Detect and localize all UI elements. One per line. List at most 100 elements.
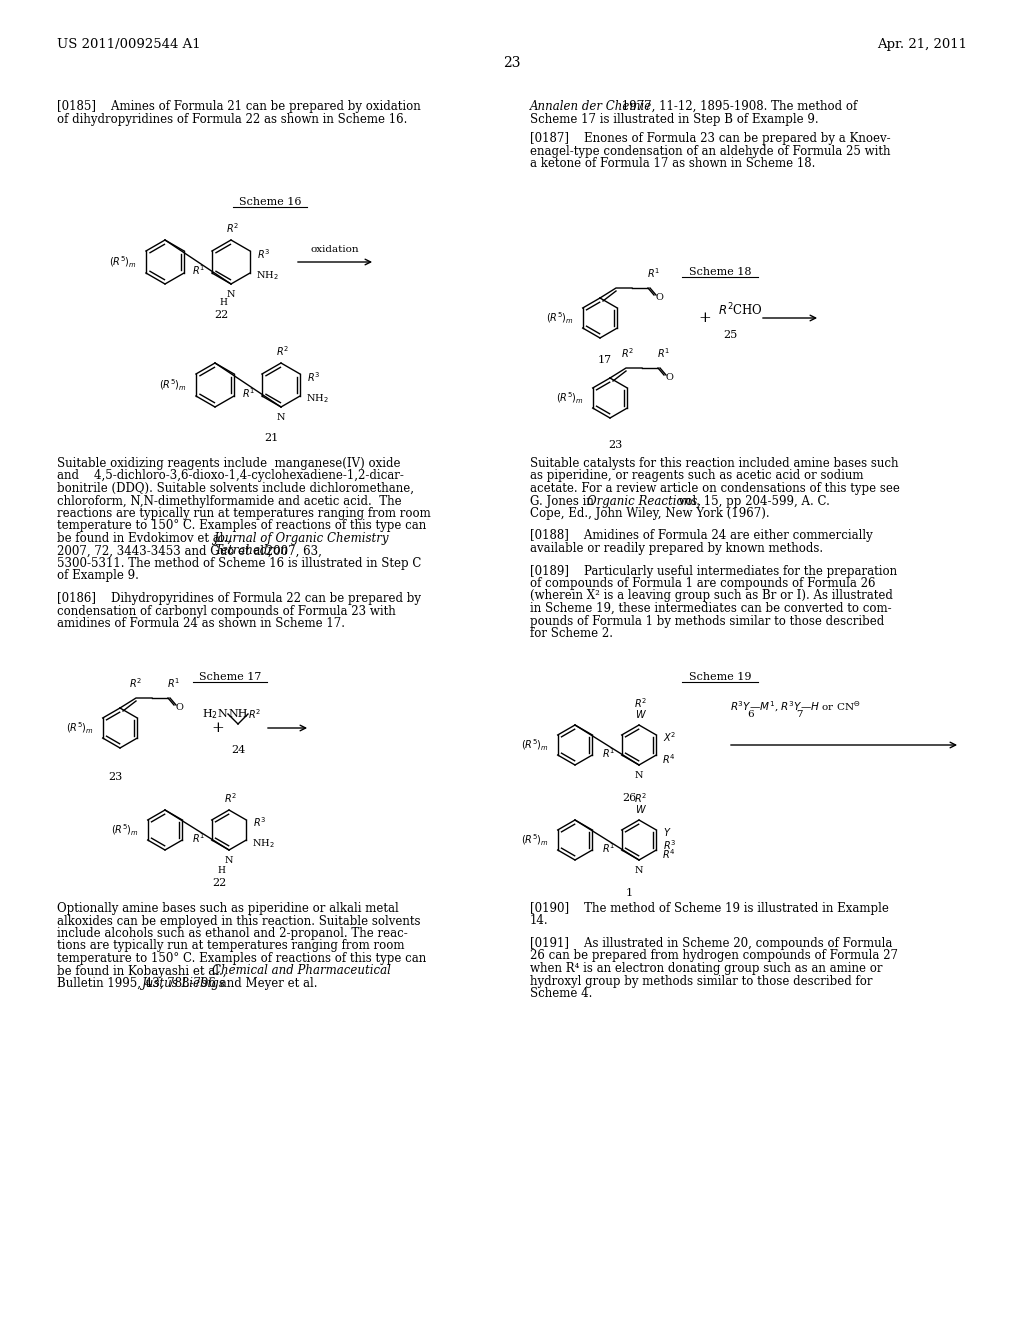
Text: Chemical and Pharmaceutical: Chemical and Pharmaceutical	[212, 965, 391, 978]
Text: (wherein X² is a leaving group such as Br or I). As illustrated: (wherein X² is a leaving group such as B…	[530, 590, 893, 602]
Text: Journal of Organic Chemistry: Journal of Organic Chemistry	[214, 532, 389, 545]
Text: Tetrahedron: Tetrahedron	[214, 544, 288, 557]
Text: $(R^5)_m$: $(R^5)_m$	[66, 721, 94, 735]
Text: $R^3$: $R^3$	[663, 838, 676, 851]
Text: $R^2$CHO: $R^2$CHO	[718, 302, 763, 318]
Text: O: O	[656, 293, 664, 301]
Text: NH$_2$: NH$_2$	[306, 392, 329, 405]
Text: 23: 23	[608, 440, 623, 450]
Text: enagel-type condensation of an aldehyde of Formula 25 with: enagel-type condensation of an aldehyde …	[530, 144, 891, 157]
Text: [0191]    As illustrated in Scheme 20, compounds of Formula: [0191] As illustrated in Scheme 20, comp…	[530, 937, 892, 950]
Text: $R^2$: $R^2$	[248, 708, 261, 721]
Text: amidines of Formula 24 as shown in Scheme 17.: amidines of Formula 24 as shown in Schem…	[57, 616, 345, 630]
Text: NH$_2$: NH$_2$	[256, 269, 279, 282]
Text: $(R^5)_m$: $(R^5)_m$	[546, 310, 574, 326]
Text: $(R^5)_m$: $(R^5)_m$	[159, 378, 187, 393]
Text: $(R^5)_m$: $(R^5)_m$	[556, 391, 584, 405]
Text: $R^3$: $R^3$	[307, 370, 321, 384]
Text: H: H	[219, 298, 227, 308]
Text: $R^1$: $R^1$	[602, 746, 615, 760]
Text: 22: 22	[212, 878, 226, 888]
Text: $(R^5)_m$: $(R^5)_m$	[521, 833, 549, 847]
Text: [0189]    Particularly useful intermediates for the preparation: [0189] Particularly useful intermediates…	[530, 565, 897, 578]
Text: reactions are typically run at temperatures ranging from room: reactions are typically run at temperatu…	[57, 507, 431, 520]
Text: NH: NH	[228, 709, 248, 719]
Text: 24: 24	[230, 744, 245, 755]
Text: [0188]    Amidines of Formula 24 are either commercially: [0188] Amidines of Formula 24 are either…	[530, 529, 872, 543]
Text: [0187]    Enones of Formula 23 can be prepared by a Knoev-: [0187] Enones of Formula 23 can be prepa…	[530, 132, 891, 145]
Text: $(R^5)_m$: $(R^5)_m$	[521, 738, 549, 752]
Text: 26: 26	[622, 793, 636, 803]
Text: Scheme 4.: Scheme 4.	[530, 987, 592, 1001]
Text: 5300-5311. The method of Scheme 16 is illustrated in Step C: 5300-5311. The method of Scheme 16 is il…	[57, 557, 421, 570]
Text: Justus Liebigs: Justus Liebigs	[142, 977, 225, 990]
Text: hydroxyl group by methods similar to those described for: hydroxyl group by methods similar to tho…	[530, 974, 872, 987]
Text: available or readily prepared by known methods.: available or readily prepared by known m…	[530, 543, 823, 554]
Text: NH$_2$: NH$_2$	[252, 838, 274, 850]
Text: Bulletin 1995, 43, 788-796 and Meyer et al.: Bulletin 1995, 43, 788-796 and Meyer et …	[57, 977, 322, 990]
Text: Suitable oxidizing reagents include  manganese(IV) oxide: Suitable oxidizing reagents include mang…	[57, 457, 400, 470]
Text: temperature to 150° C. Examples of reactions of this type can: temperature to 150° C. Examples of react…	[57, 952, 426, 965]
Text: 6             7: 6 7	[748, 710, 804, 719]
Text: $R^1$: $R^1$	[191, 263, 205, 277]
Text: [0186]    Dihydropyridines of Formula 22 can be prepared by: [0186] Dihydropyridines of Formula 22 ca…	[57, 591, 421, 605]
Text: 23: 23	[108, 772, 122, 781]
Text: tions are typically run at temperatures ranging from room: tions are typically run at temperatures …	[57, 940, 404, 953]
Text: $W$: $W$	[635, 803, 647, 814]
Text: N: N	[226, 290, 236, 300]
Text: $W$: $W$	[635, 708, 647, 719]
Text: be found in Evdokimov et al.,: be found in Evdokimov et al.,	[57, 532, 231, 545]
Text: +: +	[212, 721, 224, 735]
Text: 1: 1	[626, 888, 633, 898]
Text: N: N	[276, 413, 286, 422]
Text: of dihydropyridines of Formula 22 as shown in Scheme 16.: of dihydropyridines of Formula 22 as sho…	[57, 112, 408, 125]
Text: acetate. For a review article on condensations of this type see: acetate. For a review article on condens…	[530, 482, 900, 495]
Text: $R^3$: $R^3$	[253, 814, 266, 829]
Text: as piperidine, or reagents such as acetic acid or sodium: as piperidine, or reagents such as aceti…	[530, 470, 863, 483]
Text: condensation of carbonyl compounds of Formula 23 with: condensation of carbonyl compounds of Fo…	[57, 605, 395, 618]
Text: $R^3Y—M^1$, $R^3Y—H$ or CN$^{Θ}$: $R^3Y—M^1$, $R^3Y—H$ or CN$^{Θ}$	[730, 700, 860, 714]
Text: Organic Reactions,: Organic Reactions,	[587, 495, 701, 507]
Text: $Y$: $Y$	[663, 826, 672, 838]
Text: H$_2$N: H$_2$N	[202, 708, 228, 721]
Text: Optionally amine bases such as piperidine or alkali metal: Optionally amine bases such as piperidin…	[57, 902, 398, 915]
Text: Scheme 16: Scheme 16	[239, 197, 301, 207]
Text: $R^4$: $R^4$	[662, 847, 676, 861]
Text: a ketone of Formula 17 as shown in Scheme 18.: a ketone of Formula 17 as shown in Schem…	[530, 157, 815, 170]
Text: of Example 9.: of Example 9.	[57, 569, 139, 582]
Text: $R^2$: $R^2$	[224, 791, 238, 805]
Text: for Scheme 2.: for Scheme 2.	[530, 627, 613, 640]
Text: 26 can be prepared from hydrogen compounds of Formula 27: 26 can be prepared from hydrogen compoun…	[530, 949, 898, 962]
Text: $R^2$: $R^2$	[276, 345, 290, 358]
Text: pounds of Formula 1 by methods similar to those described: pounds of Formula 1 by methods similar t…	[530, 615, 885, 627]
Text: Scheme 18: Scheme 18	[689, 267, 752, 277]
Text: $R^4$: $R^4$	[662, 752, 676, 766]
Text: be found in Kobayashi et al.,: be found in Kobayashi et al.,	[57, 965, 226, 978]
Text: include alcohols such as ethanol and 2-propanol. The reac-: include alcohols such as ethanol and 2-p…	[57, 927, 408, 940]
Text: [0190]    The method of Scheme 19 is illustrated in Example: [0190] The method of Scheme 19 is illust…	[530, 902, 889, 915]
Text: Apr. 21, 2011: Apr. 21, 2011	[877, 38, 967, 51]
Text: Suitable catalysts for this reaction included amine bases such: Suitable catalysts for this reaction inc…	[530, 457, 898, 470]
Text: H: H	[217, 866, 225, 875]
Text: $R^2$: $R^2$	[635, 791, 647, 805]
Text: $R^1$: $R^1$	[657, 346, 671, 360]
Text: oxidation: oxidation	[310, 246, 359, 253]
Text: $R^1$: $R^1$	[602, 841, 615, 855]
Text: Annalen der Chemie: Annalen der Chemie	[530, 100, 652, 114]
Text: temperature to 150° C. Examples of reactions of this type can: temperature to 150° C. Examples of react…	[57, 520, 426, 532]
Text: G. Jones in: G. Jones in	[530, 495, 594, 507]
Text: $R^2$: $R^2$	[622, 346, 635, 360]
Text: 2007, 72, 3443-3453 and Guo et al.,: 2007, 72, 3443-3453 and Guo et al.,	[57, 544, 271, 557]
Text: $R^2$: $R^2$	[129, 676, 142, 690]
Text: 2007, 63,: 2007, 63,	[262, 544, 322, 557]
Text: $X^2$: $X^2$	[663, 730, 677, 744]
Text: alkoxides can be employed in this reaction. Suitable solvents: alkoxides can be employed in this reacti…	[57, 915, 421, 928]
Text: vol. 15, pp 204-599, A. C.: vol. 15, pp 204-599, A. C.	[675, 495, 829, 507]
Text: $R^1$: $R^1$	[647, 267, 660, 280]
Text: $R^1$: $R^1$	[242, 385, 255, 400]
Text: $(R^5)_m$: $(R^5)_m$	[109, 255, 137, 269]
Text: [0185]    Amines of Formula 21 can be prepared by oxidation: [0185] Amines of Formula 21 can be prepa…	[57, 100, 421, 114]
Text: O: O	[666, 372, 674, 381]
Text: 21: 21	[264, 433, 279, 444]
Text: $R^2$: $R^2$	[635, 696, 647, 710]
